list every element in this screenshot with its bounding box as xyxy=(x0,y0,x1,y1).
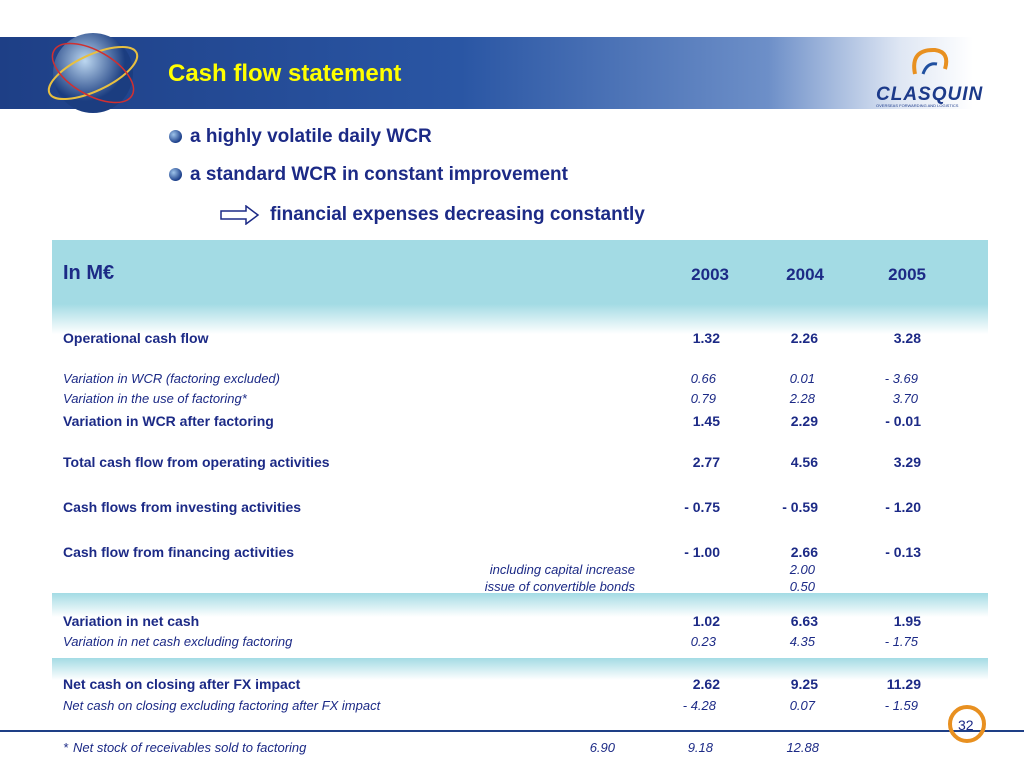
cell-value: 0.66 xyxy=(690,371,716,386)
row-label: Total cash flow from operating activitie… xyxy=(63,454,330,470)
logo-tagline: OVERSEAS FORWARDING AND LOGISTICS xyxy=(876,103,959,108)
band-fade xyxy=(52,593,988,617)
cell-value: 0.01 xyxy=(789,371,815,386)
cell-value: 9.25 xyxy=(790,676,818,692)
cell-value: 1.32 xyxy=(692,330,720,346)
header-banner xyxy=(0,37,1024,109)
unit-header: In M€ xyxy=(63,262,115,284)
row-label: Variation in net cash excluding factorin… xyxy=(63,634,293,649)
year-header: 2004 xyxy=(786,265,824,284)
cell-value: 0.23 xyxy=(690,634,716,649)
band-fade xyxy=(52,658,988,680)
cell-value: 2.26 xyxy=(790,330,818,346)
cell-value: 1.95 xyxy=(893,613,921,629)
year-header: 2005 xyxy=(888,265,926,284)
bullet: a highly volatile daily WCR xyxy=(190,126,432,147)
cell-value: 0.79 xyxy=(690,391,716,406)
conclusion: financial expenses decreasing constantly xyxy=(270,204,645,225)
row-label: Variation in the use of factoring* xyxy=(63,391,247,406)
title: Cash flow statement xyxy=(168,60,402,87)
cell-value: - 1.00 xyxy=(684,544,720,560)
detail-value: 0.50 xyxy=(789,579,815,594)
cell-value: - 0.01 xyxy=(885,413,921,429)
row-label: Cash flow from financing activities xyxy=(63,544,295,560)
cell-value: 2.29 xyxy=(790,413,818,429)
cell-value: 0.07 xyxy=(789,698,815,713)
detail-label: including capital increase xyxy=(489,562,635,577)
arrow xyxy=(220,205,260,225)
row-label: Variation in WCR after factoring xyxy=(63,413,274,429)
footnote-value: 9.18 xyxy=(687,740,713,755)
bullet-dot xyxy=(169,168,182,181)
detail-label: issue of convertible bonds xyxy=(484,579,635,594)
cell-value: - 1.20 xyxy=(885,499,921,515)
cell-value: - 4.28 xyxy=(682,698,716,713)
header-band xyxy=(52,240,988,304)
band-fade xyxy=(52,304,988,334)
cell-value: - 0.13 xyxy=(885,544,921,560)
cell-value: 6.63 xyxy=(790,613,818,629)
cell-value: 11.29 xyxy=(886,676,921,692)
cell-value: 2.66 xyxy=(790,544,818,560)
cell-value: 3.70 xyxy=(892,391,918,406)
cell-value: - 0.59 xyxy=(782,499,818,515)
cell-value: 4.35 xyxy=(789,634,815,649)
row-label: Operational cash flow xyxy=(63,330,209,346)
cell-value: - 1.59 xyxy=(884,698,918,713)
footnote-value: 12.88 xyxy=(786,740,819,755)
page-badge xyxy=(948,705,986,743)
cell-value: 1.02 xyxy=(692,613,720,629)
footnote-value: 6.90 xyxy=(589,740,615,755)
row-label: Net cash on closing after FX impact xyxy=(63,676,301,692)
detail-value: 2.00 xyxy=(789,562,815,577)
cell-value: - 0.75 xyxy=(684,499,720,515)
bullet: a standard WCR in constant improvement xyxy=(190,164,568,185)
row-label: Net cash on closing excluding factoring … xyxy=(63,698,381,713)
cell-value: 4.56 xyxy=(790,454,818,470)
logo-text: CLASQUIN xyxy=(876,84,984,105)
page-number: 32 xyxy=(958,717,974,733)
cell-value: 2.62 xyxy=(692,676,720,692)
cell-value: 3.29 xyxy=(893,454,921,470)
cell-value: 1.45 xyxy=(692,413,720,429)
row-label: Cash flows from investing activities xyxy=(63,499,302,515)
footnote-marker: * xyxy=(63,740,69,755)
cell-value: - 3.69 xyxy=(884,371,918,386)
cell-value: 3.28 xyxy=(893,330,921,346)
cell-value: 2.77 xyxy=(692,454,720,470)
bullet-dot xyxy=(169,130,182,143)
row-label: Variation in net cash xyxy=(63,613,200,629)
globe-logo xyxy=(47,33,139,113)
cell-value: - 1.75 xyxy=(884,634,918,649)
cell-value: 2.28 xyxy=(789,391,815,406)
clasquin-swirl xyxy=(912,47,949,75)
footer-line xyxy=(0,730,1024,732)
footnote-label: Net stock of receivables sold to factori… xyxy=(73,740,307,755)
year-header: 2003 xyxy=(691,265,729,284)
row-label: Variation in WCR (factoring excluded) xyxy=(63,371,280,386)
